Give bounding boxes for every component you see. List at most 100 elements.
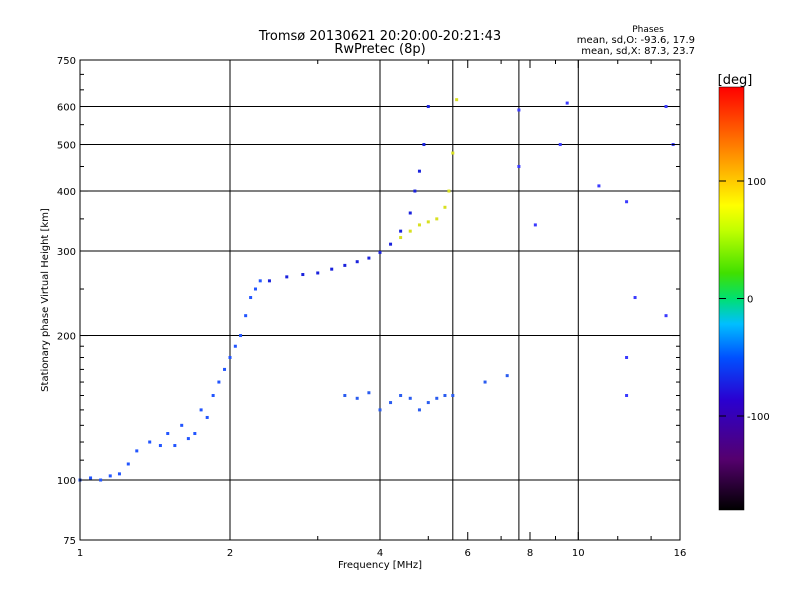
- data-point: [625, 200, 629, 204]
- y-tick-label: 300: [57, 247, 76, 258]
- data-point: [389, 242, 393, 246]
- data-point: [413, 189, 417, 193]
- y-tick-label: 400: [57, 187, 76, 198]
- data-point: [378, 408, 382, 412]
- data-point: [447, 189, 451, 193]
- data-point: [258, 279, 262, 283]
- plot-area: 1 2 4 6 8 10 16 75 100 200 300 400 500 600 750: [57, 56, 686, 559]
- data-point: [330, 267, 334, 271]
- data-point: [99, 478, 103, 482]
- data-point: [399, 229, 403, 233]
- data-point: [343, 394, 347, 398]
- data-point: [180, 423, 184, 427]
- data-point: [228, 355, 232, 359]
- data-point: [435, 217, 439, 221]
- data-point: [558, 143, 562, 147]
- y-tick-label: 600: [57, 103, 76, 114]
- data-point: [417, 408, 421, 412]
- x-tick-label: 10: [572, 548, 585, 559]
- data-point: [517, 164, 521, 168]
- y-tick-label: 100: [57, 476, 76, 487]
- stats-line-o: mean, sd,O: -93.6, 17.9: [577, 35, 695, 46]
- data-point: [378, 250, 382, 254]
- data-point: [205, 415, 209, 419]
- data-point: [625, 394, 629, 398]
- data-point: [233, 344, 237, 348]
- data-point: [664, 314, 668, 318]
- data-point: [455, 98, 459, 102]
- data-point: [211, 394, 215, 398]
- data-point: [367, 256, 371, 260]
- data-point: [355, 396, 359, 400]
- data-point: [435, 396, 439, 400]
- data-point: [633, 296, 637, 300]
- data-point: [389, 401, 393, 405]
- colorbar-tick-label: -100: [747, 412, 770, 423]
- data-point: [223, 367, 227, 371]
- data-point: [443, 205, 447, 209]
- data-point: [117, 472, 121, 476]
- y-tick-label: 200: [57, 332, 76, 343]
- y-tick-label: 75: [63, 536, 76, 547]
- x-tick-labels: 1 2 4 6 8 10 16: [77, 548, 687, 559]
- data-point: [343, 263, 347, 267]
- data-point: [426, 220, 430, 224]
- data-point: [244, 314, 248, 318]
- data-point: [451, 394, 455, 398]
- data-point: [108, 474, 112, 478]
- chart-title: Tromsø 20130621 20:20:00-20:21:43: [258, 29, 501, 44]
- data-point: [533, 223, 537, 227]
- data-point: [399, 394, 403, 398]
- chart-subtitle: RwPretec (8p): [334, 42, 425, 57]
- data-point: [625, 355, 629, 359]
- colorbar-label: [deg]: [718, 73, 753, 88]
- y-tick-labels: 75 100 200 300 400 500 600 750: [57, 56, 76, 547]
- data-point: [664, 105, 668, 109]
- x-tick-label: 4: [377, 548, 383, 559]
- data-point: [267, 279, 271, 283]
- x-tick-label: 1: [77, 548, 83, 559]
- data-point: [505, 374, 509, 378]
- data-point: [417, 223, 421, 227]
- data-point: [417, 169, 421, 173]
- data-point: [217, 380, 221, 384]
- data-point: [565, 101, 569, 105]
- data-point: [408, 229, 412, 233]
- data-point: [355, 260, 359, 264]
- colorbar-ticks: 100 0 -100: [719, 177, 770, 423]
- data-point: [285, 275, 289, 279]
- x-tick-label: 6: [465, 548, 471, 559]
- y-tick-label: 500: [57, 141, 76, 152]
- data-point: [443, 394, 447, 398]
- data-point: [148, 440, 152, 444]
- data-point: [186, 437, 190, 441]
- data-point: [316, 271, 320, 275]
- data-point: [173, 444, 177, 448]
- data-point: [253, 287, 257, 291]
- data-point: [483, 380, 487, 384]
- axis-ticks: [79, 59, 681, 541]
- colorbar-tick-label: 0: [747, 295, 753, 306]
- data-point: [249, 296, 253, 300]
- x-tick-label: 8: [527, 548, 533, 559]
- grid-lines: [80, 60, 680, 540]
- data-point: [158, 444, 162, 448]
- stats-line-x: mean, sd,X: 87.3, 23.7: [581, 46, 695, 57]
- data-point: [597, 184, 601, 188]
- stats-heading: Phases: [632, 25, 664, 35]
- data-points: [78, 98, 675, 482]
- data-point: [451, 151, 455, 155]
- x-tick-label: 2: [227, 548, 233, 559]
- x-tick-label: 16: [674, 548, 687, 559]
- data-point: [399, 236, 403, 240]
- data-point: [422, 143, 426, 147]
- data-point: [517, 108, 521, 112]
- data-point: [166, 432, 170, 436]
- data-point: [199, 408, 203, 412]
- colorbar-tick-label: 100: [747, 177, 766, 188]
- data-point: [367, 391, 371, 395]
- data-point: [426, 401, 430, 405]
- data-point: [89, 476, 93, 480]
- y-axis-label: Stationary phase Virtual Height [km]: [40, 208, 51, 392]
